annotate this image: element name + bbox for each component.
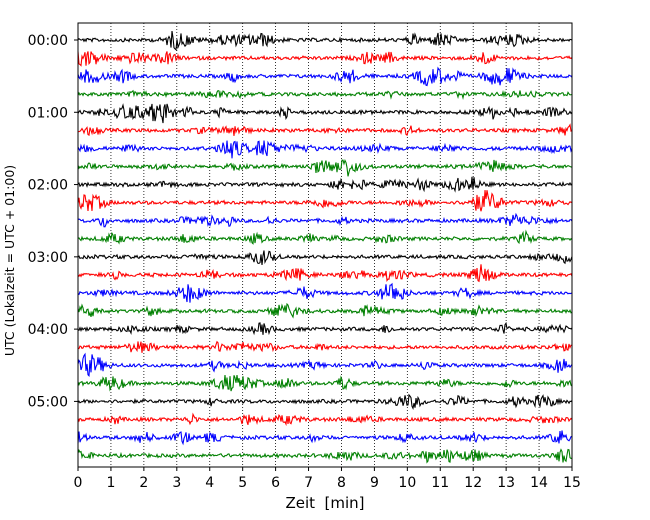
x-tick-label: 3 xyxy=(172,475,181,491)
x-tick-label: 5 xyxy=(238,475,247,491)
x-tick-label: 6 xyxy=(271,475,280,491)
x-tick-label: 1 xyxy=(106,475,115,491)
x-axis-label: Zeit [min] xyxy=(285,494,365,512)
y-tick-label: 01:00 xyxy=(28,105,68,121)
seismogram-trace xyxy=(77,103,573,124)
x-tick-label: 8 xyxy=(337,475,346,491)
seismogram-trace xyxy=(77,159,573,177)
seismogram-trace xyxy=(77,264,573,283)
x-tick-label: 9 xyxy=(370,475,379,491)
x-tick-label: 15 xyxy=(563,475,581,491)
y-axis-label: UTC (Lokalzeit = UTC + 01:00) xyxy=(2,164,18,356)
seismogram-trace xyxy=(77,430,573,446)
seismogram-trace xyxy=(77,321,573,336)
x-tick-label: 7 xyxy=(304,475,313,491)
seismogram-trace xyxy=(77,374,573,392)
x-tick-label: 2 xyxy=(139,475,148,491)
x-axis-ticks: 0 1 2 3 4 5 6 7 8 9 10 11 12 13 14 15 xyxy=(74,467,581,491)
seismogram-trace xyxy=(77,352,573,378)
seismogram-trace xyxy=(77,250,573,265)
y-axis-label-container: UTC (Lokalzeit = UTC + 01:00) xyxy=(0,0,20,520)
y-tick-label: 02:00 xyxy=(28,178,68,194)
seismogram-trace xyxy=(77,176,573,193)
y-tick-label: 00:00 xyxy=(28,33,68,49)
seismogram-trace xyxy=(77,190,573,212)
seismogram-trace xyxy=(77,448,573,464)
x-tick-label: 10 xyxy=(398,475,416,491)
seismogram-trace xyxy=(77,212,573,228)
seismogram-trace xyxy=(77,30,573,51)
x-tick-label: 4 xyxy=(205,475,214,491)
seismogram-trace xyxy=(77,340,573,353)
x-tick-label: 14 xyxy=(530,475,548,491)
seismogram-trace xyxy=(77,229,573,245)
seismogram-trace xyxy=(77,393,573,411)
y-axis-ticks: 00:00 01:00 02:00 03:00 04:00 05:00 xyxy=(28,33,78,410)
y-tick-label: 04:00 xyxy=(28,322,68,338)
vertical-gridlines xyxy=(110,23,540,467)
seismogram-traces xyxy=(77,30,573,464)
seismogram-trace xyxy=(77,51,573,67)
x-tick-label: 12 xyxy=(464,475,482,491)
seismogram-trace xyxy=(77,412,573,427)
seismogram-trace xyxy=(77,282,573,303)
x-tick-label: 0 xyxy=(74,475,83,491)
seismogram-trace xyxy=(77,123,573,136)
x-tick-label: 13 xyxy=(497,475,515,491)
seismogram-trace xyxy=(77,302,573,319)
plot-frame xyxy=(77,22,573,468)
seismogram-trace xyxy=(77,89,573,100)
seismogram-trace xyxy=(77,140,573,159)
x-tick-label: 11 xyxy=(431,475,449,491)
seismogram-trace xyxy=(77,66,573,87)
y-tick-label: 05:00 xyxy=(28,394,68,410)
y-tick-label: 03:00 xyxy=(28,250,68,266)
